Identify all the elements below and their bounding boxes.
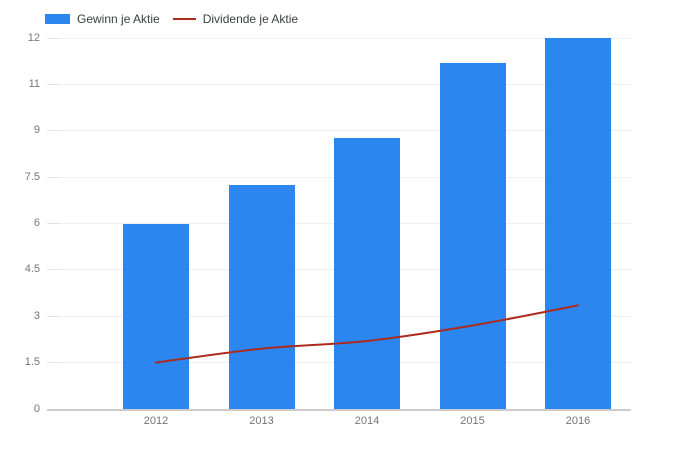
bar-2014[interactable] bbox=[334, 138, 400, 409]
y-axis-tick bbox=[47, 130, 60, 132]
y-axis-label: 4.5 bbox=[24, 263, 40, 276]
x-axis-label: 2015 bbox=[460, 415, 485, 427]
bar-2015[interactable] bbox=[439, 62, 506, 409]
y-axis-label: 9 bbox=[33, 124, 40, 137]
y-axis-tick bbox=[47, 315, 60, 317]
legend-label-gewinn: Gewinn je Aktie bbox=[77, 12, 160, 26]
y-axis-label: 0 bbox=[33, 402, 40, 415]
y-axis-tick bbox=[47, 37, 60, 39]
bar-2012[interactable] bbox=[123, 223, 189, 409]
gridline bbox=[47, 130, 631, 132]
y-axis-tick bbox=[47, 176, 60, 178]
y-axis-tick bbox=[47, 223, 60, 224]
y-axis-label: 6 bbox=[33, 217, 40, 229]
legend-item-gewinn[interactable]: Gewinn je Aktie bbox=[45, 12, 160, 26]
y-axis-tick bbox=[47, 269, 60, 271]
x-axis-label: 2016 bbox=[565, 415, 591, 427]
y-axis-label: 7.5 bbox=[24, 170, 40, 183]
bar-2016[interactable] bbox=[545, 38, 611, 409]
legend-item-dividende[interactable]: Dividende je Aktie bbox=[172, 12, 299, 26]
legend-label-dividende: Dividende je Aktie bbox=[202, 12, 299, 26]
x-axis-label: 2012 bbox=[143, 415, 169, 427]
y-axis-tick bbox=[47, 362, 60, 364]
bar-series-swatch-icon bbox=[45, 14, 70, 24]
y-axis-label: 1.5 bbox=[24, 356, 40, 369]
x-axis-line bbox=[47, 409, 631, 411]
y-axis-tick bbox=[47, 83, 60, 85]
gridline bbox=[47, 83, 631, 85]
line-series-swatch-icon bbox=[172, 18, 196, 20]
gridline bbox=[47, 37, 631, 39]
y-axis-label: 11 bbox=[28, 77, 40, 90]
y-axis-label: 12 bbox=[27, 31, 40, 44]
y-axis-label: 3 bbox=[33, 309, 40, 322]
x-axis-label: 2013 bbox=[249, 415, 274, 427]
x-axis-label: 2014 bbox=[354, 415, 380, 427]
chart-legend: Gewinn je Aktie Dividende je Aktie bbox=[45, 12, 298, 26]
bar-2013[interactable] bbox=[228, 184, 295, 409]
